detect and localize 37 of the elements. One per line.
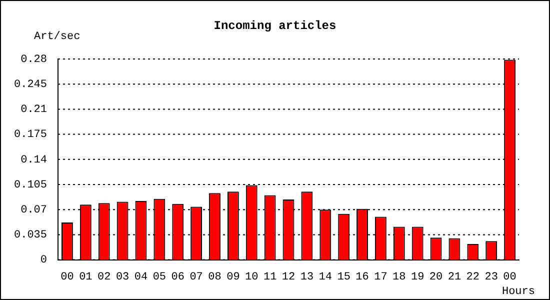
y-tick-label: 0.07 [20,204,48,217]
x-tick-label: 08 [208,271,222,284]
y-axis-title: Art/sec [34,31,80,43]
x-tick-label: 04 [134,271,148,284]
x-tick-label: 00 [60,271,74,284]
x-tick-label: 16 [356,271,369,284]
y-tick-label: 0.175 [14,129,48,142]
x-tick-label: 21 [448,271,462,284]
x-tick-label: 00 [503,271,516,284]
x-tick-label: 17 [374,271,388,284]
x-tick-label: 02 [98,271,111,284]
x-tick-label: 13 [300,271,314,284]
x-tick-label: 05 [152,271,166,284]
x-axis-title: Hours [502,286,535,298]
x-tick-label: 11 [263,271,278,284]
x-tick-label: 09 [226,271,240,284]
x-tick-label: 18 [392,271,406,284]
x-tick-label: 01 [79,271,93,284]
x-tick-label: 22 [466,271,480,284]
x-tick-label: 23 [484,271,498,284]
x-tick-label: 14 [318,271,332,284]
y-tick-label: 0.035 [14,230,48,242]
y-tick-label: 0.105 [14,179,48,192]
x-tick-label: 07 [190,271,203,284]
x-tick-label: 15 [337,271,350,284]
chart-title: Incoming articles [214,19,336,33]
y-tick-label: 0.21 [20,104,48,116]
x-tick-label: 20 [429,271,443,284]
y-tick-label: 0.14 [20,154,48,166]
y-tick-label: 0 [40,254,48,267]
x-tick-label: 19 [410,271,424,284]
x-tick-label: 12 [282,271,296,284]
x-tick-label: 06 [171,271,184,284]
x-tick-label: 10 [245,271,258,284]
x-tick-label: 03 [116,271,130,284]
y-tick-label: 0.245 [14,79,48,92]
y-tick-label: 0.28 [20,54,48,66]
